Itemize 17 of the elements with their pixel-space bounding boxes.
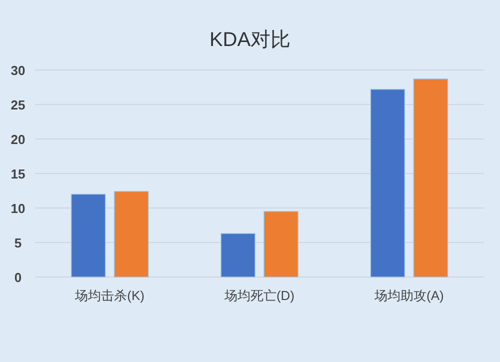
bar	[370, 88, 406, 278]
bar	[413, 78, 448, 278]
y-tick-label: 10	[10, 201, 26, 216]
y-tick-label: 25	[10, 98, 26, 112]
bar	[70, 194, 106, 278]
y-tick-label: 15	[10, 166, 26, 182]
y-tick-label: 5	[14, 236, 22, 250]
x-tick-label: 场均助攻(A)	[373, 288, 444, 303]
x-tick-label: 场均死亡(D)	[223, 288, 295, 303]
bar	[114, 191, 149, 278]
y-tick-label: 0	[14, 270, 22, 285]
y-tick-label: 30	[10, 63, 26, 78]
chart-title: KDA对比	[209, 29, 291, 51]
bar	[220, 233, 256, 278]
x-tick-label: 场均击杀(K)	[74, 288, 145, 303]
bar	[264, 211, 298, 278]
y-tick-label: 20	[10, 132, 26, 147]
